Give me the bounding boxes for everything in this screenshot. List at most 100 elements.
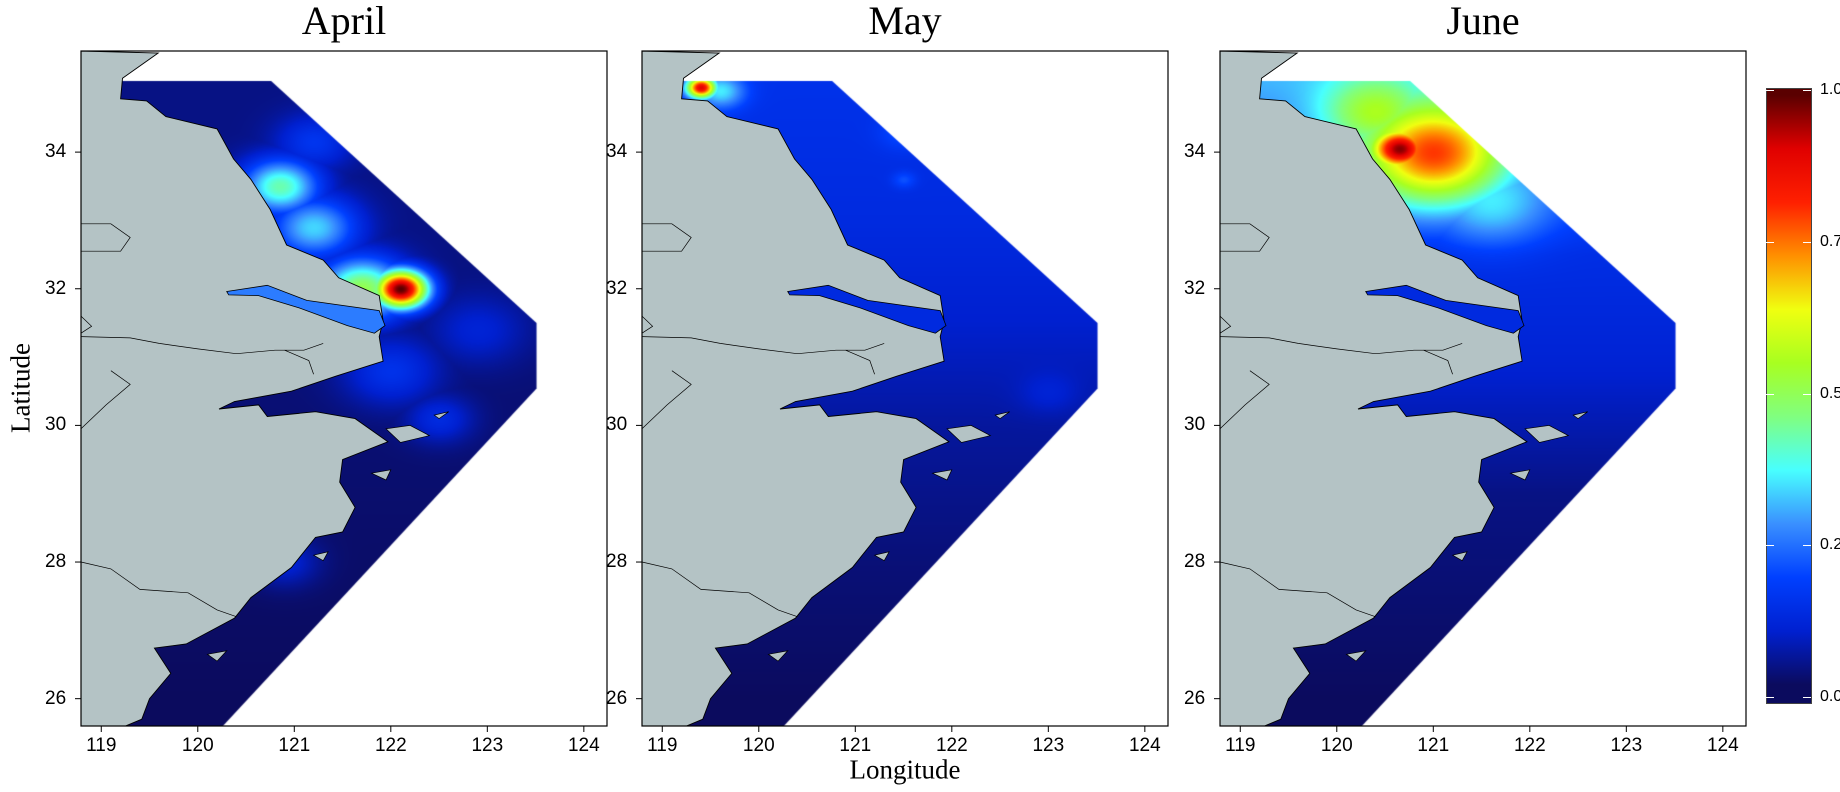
- colorbar-tick-mark: [1766, 545, 1774, 547]
- colorbar-tick-mark: [1803, 393, 1811, 395]
- x-tick-label: 120: [181, 735, 214, 756]
- y-tick-label: 28: [606, 551, 628, 573]
- map-panel-may: May 119 120 121 122 123 124 26 28 30 32 34: [606, 0, 1169, 756]
- colorbar-tick-label: 0.50: [1820, 384, 1840, 402]
- x-tick-label: 123: [471, 735, 504, 756]
- y-tick-label: 30: [1184, 414, 1206, 436]
- province-border: [1219, 315, 1232, 334]
- y-tick-label: 32: [606, 277, 628, 299]
- colorbar-tick-mark: [1803, 697, 1811, 698]
- island: [1509, 469, 1531, 481]
- x-tick-label: 122: [374, 735, 407, 756]
- province-border: [1423, 349, 1453, 375]
- y-tick-label: 34: [1184, 141, 1206, 163]
- island: [433, 411, 449, 420]
- island: [1572, 411, 1588, 420]
- x-tick-label: 119: [647, 735, 678, 756]
- island: [370, 469, 392, 481]
- island: [994, 411, 1010, 420]
- land-mass: [1219, 50, 1528, 727]
- island: [312, 551, 329, 562]
- panel-title: May: [868, 0, 942, 43]
- land-mass: [641, 50, 950, 727]
- province-border: [641, 315, 654, 334]
- map-panel-june: June 119 120 121 122 123 124 26 28 30 32 34: [1184, 0, 1747, 756]
- y-tick-label: 26: [45, 687, 67, 709]
- province-border: [1219, 336, 1463, 355]
- y-tick-label: 34: [45, 141, 67, 163]
- x-tick-label: 123: [1032, 735, 1065, 756]
- island: [1524, 425, 1570, 443]
- map-overlay: [1214, 50, 1747, 732]
- land-mass: [80, 50, 389, 727]
- map-panel-april: April 119 120 121 122 123 124 26 28 30 32 34: [45, 0, 608, 756]
- plot-frame: [641, 50, 1169, 727]
- province-border: [80, 336, 324, 355]
- x-tick-label: 123: [1610, 735, 1643, 756]
- province-border: [1219, 561, 1376, 618]
- x-tick-label: 120: [1320, 735, 1353, 756]
- colorbar-tick-label: 0.25: [1820, 536, 1840, 554]
- plot-frame: [80, 50, 608, 727]
- province-border: [1219, 370, 1270, 430]
- x-tick-label: 124: [1128, 735, 1161, 756]
- colorbar-tick-mark: [1766, 393, 1774, 395]
- y-tick-label: 30: [45, 414, 67, 436]
- island: [206, 650, 228, 662]
- colorbar-tick-mark: [1803, 545, 1811, 547]
- y-tick-label: 32: [1184, 277, 1206, 299]
- x-tick-label: 120: [742, 735, 775, 756]
- y-tick-label: 26: [606, 687, 628, 709]
- island: [767, 650, 789, 662]
- island: [931, 469, 953, 481]
- colorbar-tick-mark: [1766, 241, 1774, 243]
- x-tick-label: 121: [839, 735, 872, 756]
- x-tick-label: 124: [567, 735, 600, 756]
- colorbar-tick-mark: [1803, 241, 1811, 243]
- y-tick-label: 34: [606, 141, 628, 163]
- y-tick-label: 28: [1184, 551, 1206, 573]
- colorbar-tick-mark: [1766, 697, 1774, 698]
- map-overlay: [636, 50, 1169, 732]
- x-tick-label: 122: [1513, 735, 1546, 756]
- colorbar-tick-label: 1.00: [1820, 81, 1840, 98]
- yangtze-river: [226, 284, 386, 334]
- colorbar: [1766, 88, 1812, 704]
- yangtze-river: [1365, 284, 1525, 334]
- yangtze-river: [787, 284, 947, 334]
- island: [385, 425, 431, 443]
- colorbar-tick-mark: [1803, 90, 1811, 91]
- x-tick-label: 119: [86, 735, 117, 756]
- x-tick-label: 122: [935, 735, 968, 756]
- province-border: [284, 349, 314, 375]
- x-tick-label: 124: [1706, 735, 1739, 756]
- province-border: [641, 561, 798, 618]
- x-tick-label: 121: [278, 735, 311, 756]
- colorbar-tick-mark: [1766, 90, 1774, 91]
- y-tick-label: 32: [45, 277, 67, 299]
- province-border: [81, 223, 131, 252]
- panel-title: April: [301, 0, 387, 43]
- island: [1451, 551, 1468, 562]
- y-axis-label: Latitude: [5, 343, 36, 433]
- province-border: [641, 370, 692, 430]
- province-border: [80, 315, 93, 334]
- x-axis-label: Longitude: [849, 754, 961, 785]
- x-tick-label: 119: [1225, 735, 1256, 756]
- island: [1345, 650, 1367, 662]
- colorbar-tick-label: 0.75: [1820, 232, 1840, 250]
- y-tick-label: 26: [1184, 687, 1206, 709]
- province-border: [1220, 223, 1270, 252]
- province-border: [80, 561, 237, 618]
- panel-title: June: [1446, 0, 1520, 43]
- y-tick-label: 30: [606, 414, 628, 436]
- island: [946, 425, 992, 443]
- colorbar-tick-label: 0.00: [1820, 688, 1840, 705]
- x-tick-label: 121: [1417, 735, 1450, 756]
- province-border: [80, 370, 131, 430]
- island: [873, 551, 890, 562]
- province-border: [845, 349, 875, 375]
- province-border: [641, 336, 885, 355]
- plot-frame: [1219, 50, 1747, 727]
- y-tick-label: 28: [45, 551, 67, 573]
